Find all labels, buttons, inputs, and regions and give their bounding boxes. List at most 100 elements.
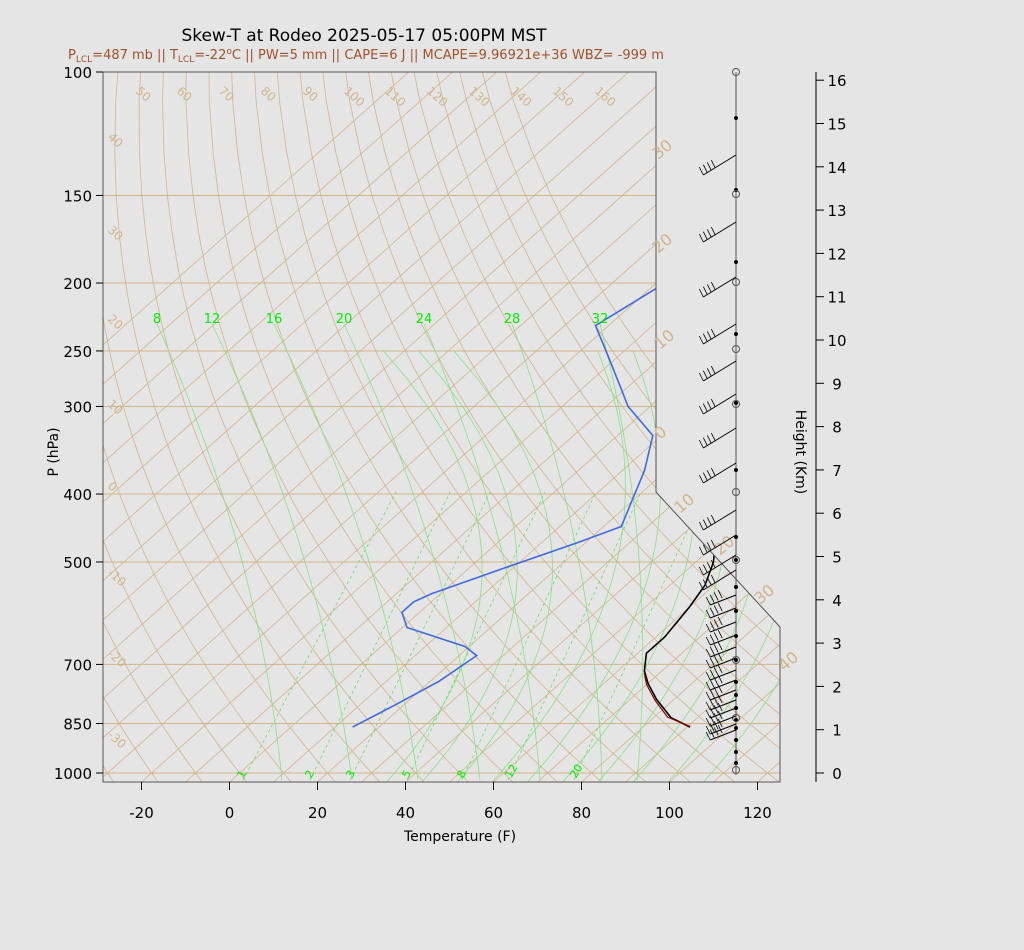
dry-adiabat-line: [208, 72, 564, 782]
wind-barb-flag: [717, 710, 723, 720]
mixing-ratio-line: [349, 491, 491, 781]
wind-barb: [698, 154, 737, 176]
mixing-label-top: 24: [416, 312, 433, 327]
dry-adiabat-line: [495, 72, 780, 782]
dry-adiabat-line: [114, 72, 386, 782]
wind-barb: [705, 718, 737, 735]
wind-barb-flag: [706, 542, 712, 551]
height-tick-label: 16: [827, 72, 846, 90]
x-tick-label: 100: [655, 804, 684, 822]
wind-barb-flag: [713, 619, 719, 628]
wind-barb-flag: [713, 655, 719, 664]
wind-barb-staff: [703, 154, 737, 176]
wind-barb-flag: [713, 592, 719, 601]
dry-adiabat-line: [274, 72, 698, 782]
wind-barb-staff: [703, 427, 737, 449]
wind-level-dot: [734, 680, 738, 684]
wind-barb-flag: [706, 577, 712, 586]
wind-barb-staff: [710, 607, 737, 619]
wind-barb-flag: [698, 288, 704, 298]
wind-barb-flag: [706, 470, 712, 479]
x-tick-label: 120: [743, 804, 772, 822]
wind-barb-flag: [698, 233, 704, 243]
isotherm-line: [103, 72, 780, 782]
wind-barb-flag: [713, 721, 719, 730]
wind-barb: [705, 694, 737, 711]
parcel-line: [643, 672, 691, 727]
height-tick-label: 5: [832, 549, 842, 567]
wind-barb-flag: [705, 681, 711, 691]
isotherm-line: [103, 72, 765, 782]
wind-level-ring: [732, 400, 740, 408]
wind-level-dot: [734, 693, 738, 697]
wind-barb-flag: [705, 691, 711, 701]
wind-barb-flag: [713, 727, 719, 736]
wind-barb-staff: [710, 699, 737, 711]
wind-barb-flag: [709, 634, 715, 643]
wind-level-dot: [734, 401, 738, 405]
isotherm-line: [405, 72, 780, 782]
wind-barb-flag: [702, 519, 708, 528]
wind-barb: [698, 323, 737, 345]
wind-level-ring: [732, 278, 740, 286]
wind-barb-flag: [709, 621, 715, 630]
wind-barb-flag: [702, 437, 708, 446]
wind-level-ring: [732, 68, 740, 76]
isotherm-line: [103, 72, 677, 782]
wind-barb-flag: [705, 623, 711, 633]
wind-barb: [698, 221, 737, 243]
wind-barb-flag: [709, 646, 715, 655]
wind-barb-flag: [698, 372, 704, 382]
p-tick-label: 500: [63, 554, 92, 572]
mixing-label-top: 16: [266, 312, 283, 327]
moist-adiabat-line: [697, 350, 780, 782]
wind-barb-flag: [709, 723, 715, 732]
wind-barb-flag: [717, 674, 723, 684]
wind-barb-flag: [698, 405, 704, 415]
background-grid: [103, 72, 780, 782]
wind-barb-staff: [703, 221, 737, 243]
wind-barb-flag: [717, 718, 723, 728]
wind-barb-flag: [713, 605, 719, 614]
saturated-adiabat-line: [423, 323, 541, 781]
wind-barb-flag: [709, 594, 715, 603]
wind-barb: [698, 554, 737, 576]
wind-barb-flag: [717, 694, 723, 704]
saturated-adiabat-line: [343, 323, 481, 781]
wind-barb-flag: [709, 679, 715, 688]
wind-barb-flag: [709, 657, 715, 666]
wind-barb-flag: [710, 467, 716, 477]
moist-adiabat-line: [416, 350, 518, 782]
wind-barb-flag: [702, 579, 708, 588]
wind-barb: [705, 602, 737, 619]
wind-level-dot: [734, 761, 738, 765]
wind-level-dot: [734, 116, 738, 120]
wind-level-dot: [734, 558, 738, 562]
height-tick-label: 6: [832, 505, 842, 523]
mixing-label-top: 8: [153, 312, 161, 327]
x-tick-label: -20: [129, 804, 154, 822]
wind-barb-flag: [717, 616, 723, 626]
isotherm-line: [493, 72, 780, 782]
wind-barb-staff: [703, 393, 737, 415]
wind-barb-flag: [705, 609, 711, 619]
wind-level-dot: [734, 658, 738, 662]
wind-barb-flag: [713, 677, 719, 686]
wind-barb-flag: [705, 717, 711, 727]
isotherm-line: [581, 72, 780, 782]
wind-barb-flag: [705, 636, 711, 646]
wind-barb-flag: [710, 574, 716, 584]
wind-barb-staff: [703, 323, 737, 345]
mixing-label-top: 20: [336, 312, 353, 327]
wind-level-dot: [734, 260, 738, 264]
isotherm-line: [103, 72, 780, 782]
p-tick-label: 250: [63, 343, 92, 361]
dry-adiabat-line: [318, 72, 780, 782]
mixing-ratio-line: [242, 491, 397, 781]
wind-barb: [698, 569, 737, 591]
mixing-ratio-line: [406, 491, 546, 781]
wind-barb-flag: [702, 333, 708, 342]
dry-adiabat-line: [103, 72, 341, 782]
dry-adiabat-line: [296, 72, 743, 782]
